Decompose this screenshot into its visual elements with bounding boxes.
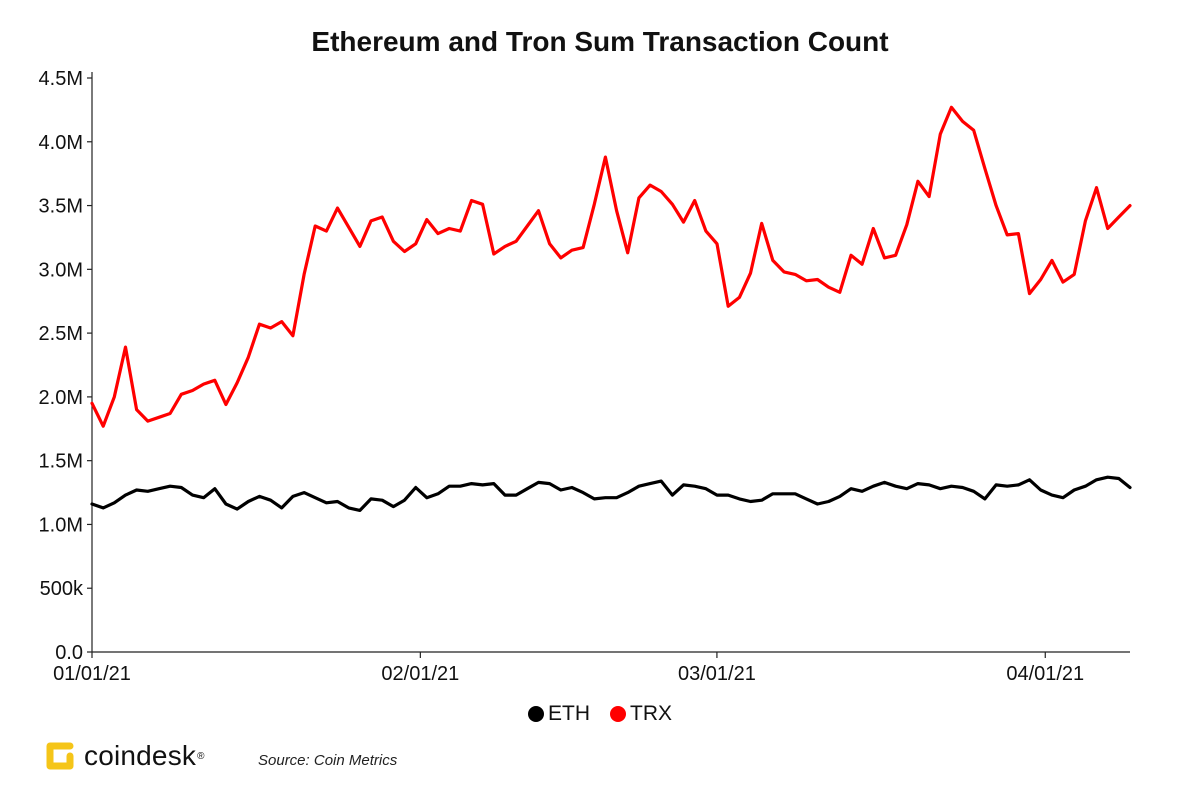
y-tick-label: 2.5M <box>39 323 83 345</box>
y-tick-label: 500k <box>40 578 84 600</box>
y-tick-label: 1.5M <box>39 451 83 473</box>
logo-registered-mark: ® <box>197 750 205 762</box>
series-line-eth <box>90 475 1132 512</box>
legend-item-eth: ETH <box>528 702 590 726</box>
x-tick-label: 03/01/21 <box>678 663 756 685</box>
source-note: Source: Coin Metrics <box>258 752 398 769</box>
y-tick-label: 2.0M <box>39 387 83 409</box>
x-tick-label: 04/01/21 <box>1006 663 1084 685</box>
series-line-trx <box>90 105 1132 428</box>
y-tick-label: 3.0M <box>39 259 83 281</box>
legend-label-eth: ETH <box>548 702 590 725</box>
y-tick-label: 4.5M <box>39 68 83 90</box>
y-tick-label: 3.5M <box>39 196 83 218</box>
line-chart: 0.0 500k 1.0M 1.5M 2.0M 2.5M 3.0M 3.5M 4.0M 4.5M 0… <box>39 68 1132 685</box>
legend-swatch-eth <box>528 706 544 722</box>
y-tick-label: 0.0 <box>55 642 83 664</box>
x-tick-label: 02/01/21 <box>381 663 459 685</box>
chart-legend: ETH TRX <box>0 702 1200 726</box>
y-tick-label: 1.0M <box>39 514 83 536</box>
series-layer <box>90 105 1132 512</box>
axes: 0.0 500k 1.0M 1.5M 2.0M 2.5M 3.0M 3.5M 4.0M 4.5M 0… <box>39 68 1130 685</box>
legend-swatch-trx <box>610 706 626 722</box>
coindesk-logo-icon <box>46 742 74 770</box>
x-tick-label: 01/01/21 <box>53 663 131 685</box>
brand-logo: coindesk ® <box>44 740 205 772</box>
logo-wordmark: coindesk <box>84 740 197 771</box>
y-tick-label: 4.0M <box>39 132 83 154</box>
legend-label-trx: TRX <box>630 702 672 725</box>
chart-title: Ethereum and Tron Sum Transaction Count <box>311 26 889 57</box>
legend-item-trx: TRX <box>610 702 672 726</box>
